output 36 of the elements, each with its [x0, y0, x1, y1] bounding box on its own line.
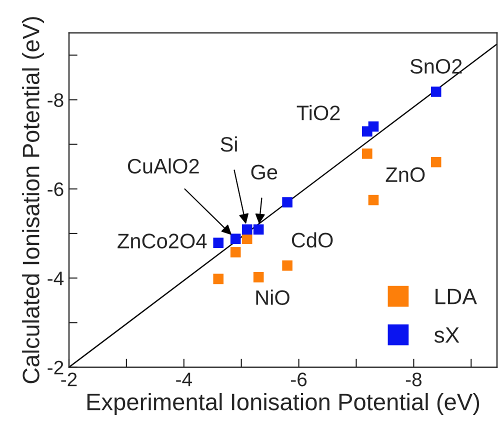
annotation: TiO2 [296, 105, 340, 120]
point [282, 197, 292, 208]
y-tick-label: -8 [48, 93, 64, 107]
annotation: NiO [256, 290, 290, 305]
point [362, 148, 372, 159]
point [430, 157, 442, 168]
y-tick-label: -6 [48, 182, 64, 196]
annotation: Si [220, 136, 237, 152]
point [368, 194, 379, 206]
annotation: CdO [292, 232, 333, 248]
annotation: SnO2 [410, 58, 462, 74]
point [230, 234, 241, 244]
y-axis-title: Calculated Ionisation Potential (eV) [22, 17, 44, 384]
annotation: ZnO [386, 167, 425, 182]
point [253, 224, 264, 235]
x-tick-label: -8 [406, 372, 422, 386]
y-tick-label: -2 [48, 360, 64, 374]
annotation: CuAlO2 [128, 158, 199, 174]
point [430, 86, 442, 97]
x-tick-label: -6 [291, 372, 307, 386]
annotation: ZnCo2O4 [118, 234, 207, 248]
point [213, 274, 224, 284]
x-axis-title: Experimental Ionisation Potential (eV) [87, 392, 480, 415]
point [242, 234, 252, 244]
point [253, 272, 264, 282]
legend-label: LDA [436, 288, 477, 304]
x-tick-label: -2 [61, 372, 77, 386]
legend-label: sX [434, 327, 460, 343]
x-tick-label: -4 [176, 372, 192, 386]
point [368, 121, 379, 132]
annotation: Ge [251, 164, 278, 180]
y-tick-label: -4 [48, 272, 64, 286]
point [230, 247, 241, 258]
point [242, 224, 252, 235]
point [282, 260, 292, 271]
point [213, 238, 224, 248]
